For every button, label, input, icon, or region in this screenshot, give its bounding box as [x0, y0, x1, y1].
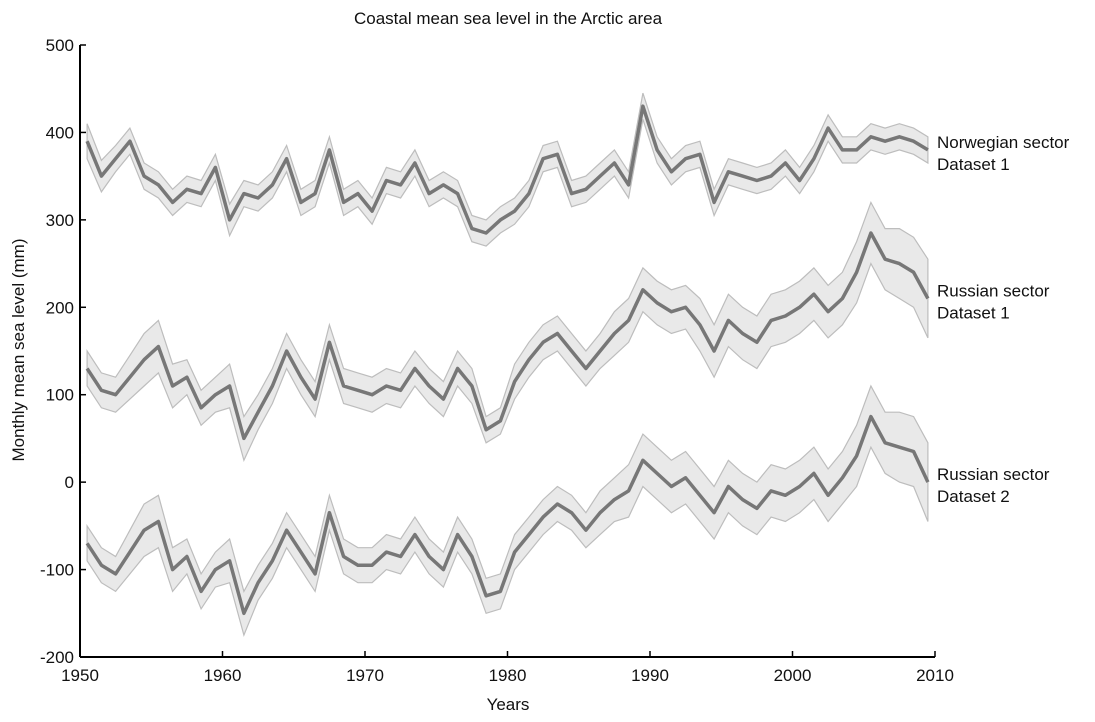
x-tick-label: 2010: [916, 666, 954, 685]
series-label: Russian sector: [937, 282, 1050, 301]
series-label: Dataset 1: [937, 304, 1010, 323]
y-tick-label: 500: [46, 36, 74, 55]
uncertainty-band: [86, 384, 929, 637]
series-line: [85, 231, 930, 441]
series-label: Dataset 1: [937, 155, 1010, 174]
x-tick-label: 2000: [774, 666, 812, 685]
y-tick-label: -200: [40, 648, 74, 667]
series-label: Dataset 2: [937, 487, 1010, 506]
y-tick-label: 200: [46, 298, 74, 317]
y-tick-label: -100: [40, 561, 74, 580]
x-axis-label: Years: [487, 695, 530, 714]
y-tick-label: 0: [65, 473, 74, 492]
x-tick-label: 1950: [61, 666, 99, 685]
y-axis-label: Monthly mean sea level (mm): [9, 239, 28, 462]
x-tick-label: 1990: [631, 666, 669, 685]
series-label: Russian sector: [937, 465, 1050, 484]
y-tick-label: 300: [46, 211, 74, 230]
series-label: Norwegian sector: [937, 133, 1070, 152]
y-tick-label: 100: [46, 386, 74, 405]
y-tick-label: 400: [46, 123, 74, 142]
uncertainty-band: [86, 200, 929, 463]
series-line: [85, 414, 930, 616]
x-tick-label: 1980: [489, 666, 527, 685]
x-tick-label: 1960: [204, 666, 242, 685]
series-line: [85, 104, 929, 235]
chart-title: Coastal mean sea level in the Arctic are…: [354, 9, 663, 28]
x-tick-label: 1970: [346, 666, 384, 685]
